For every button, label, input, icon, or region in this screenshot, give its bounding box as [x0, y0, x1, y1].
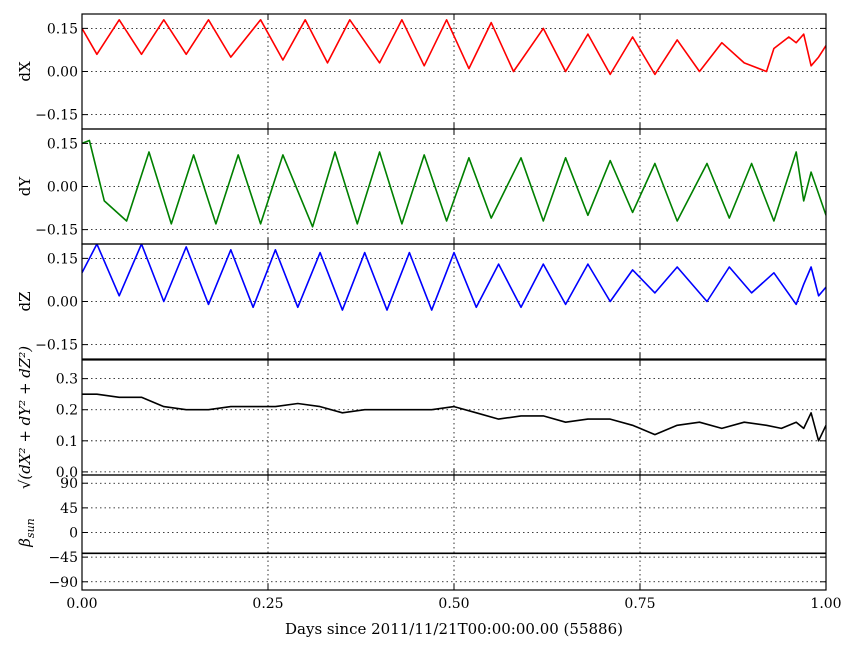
y-axis-label-beta: βsun: [16, 518, 37, 548]
y-tick-label: −0.15: [35, 108, 78, 124]
panel-frame: [81, 359, 827, 476]
x-tick-label: 0.00: [66, 596, 97, 612]
panel-dx: −0.15 0.00 0.15 dX: [16, 13, 827, 130]
panel-frame: [81, 243, 827, 360]
y-tick-label: 0.00: [47, 180, 78, 196]
panel-frame: [81, 128, 827, 245]
x-tick-label: 0.25: [252, 596, 283, 612]
x-axis-label: Days since 2011/11/21T00:00:00.00 (55886…: [285, 620, 623, 638]
series-line-dz: [82, 244, 826, 311]
y-tick-label: 0.00: [47, 65, 78, 81]
y-axis-label-dy: dY: [16, 176, 34, 197]
x-tick-label: 0.75: [624, 596, 655, 612]
y-tick-label: 0: [69, 526, 78, 542]
y-tick-label: 0.1: [56, 434, 78, 450]
y-tick-label: −90: [48, 575, 78, 591]
y-tick-label: 0.15: [47, 136, 78, 152]
y-tick-label: 0.0: [56, 465, 78, 481]
y-axis-label-dx: dX: [16, 61, 34, 82]
y-tick-label: 0.15: [47, 251, 78, 267]
x-tick-label: 0.50: [438, 596, 469, 612]
y-tick-label: −0.15: [35, 338, 78, 354]
y-tick-label: 0.2: [56, 403, 78, 419]
series-line-dy: [82, 139, 826, 228]
panel-mag: 0.0 0.1 0.2 0.3 √(dX² + dY² + dZ²): [16, 346, 827, 489]
x-tick-label: 1.00: [810, 596, 841, 612]
y-tick-label: 90: [60, 476, 78, 492]
y-tick-label: −45: [48, 550, 78, 566]
y-tick-label: 45: [60, 501, 78, 517]
y-tick-label: 0.3: [56, 372, 78, 388]
panel-frame: [81, 474, 827, 591]
y-tick-label: 0.00: [47, 295, 78, 311]
y-tick-label: 0.15: [47, 21, 78, 37]
series-line-mag: [82, 393, 826, 442]
panel-frame: [81, 13, 827, 130]
panel-beta: −90 −45 0 45 90 βsun: [16, 474, 827, 591]
panel-dy: −0.15 0.00 0.15 dY: [16, 128, 827, 245]
series-line-dx: [82, 19, 826, 76]
y-axis-label-mag: √(dX² + dY² + dZ²): [16, 346, 34, 489]
y-axis-label-dz: dZ: [16, 291, 34, 311]
panel-dz: −0.15 0.00 0.15 dZ: [16, 243, 827, 360]
y-tick-label: −0.15: [35, 223, 78, 239]
